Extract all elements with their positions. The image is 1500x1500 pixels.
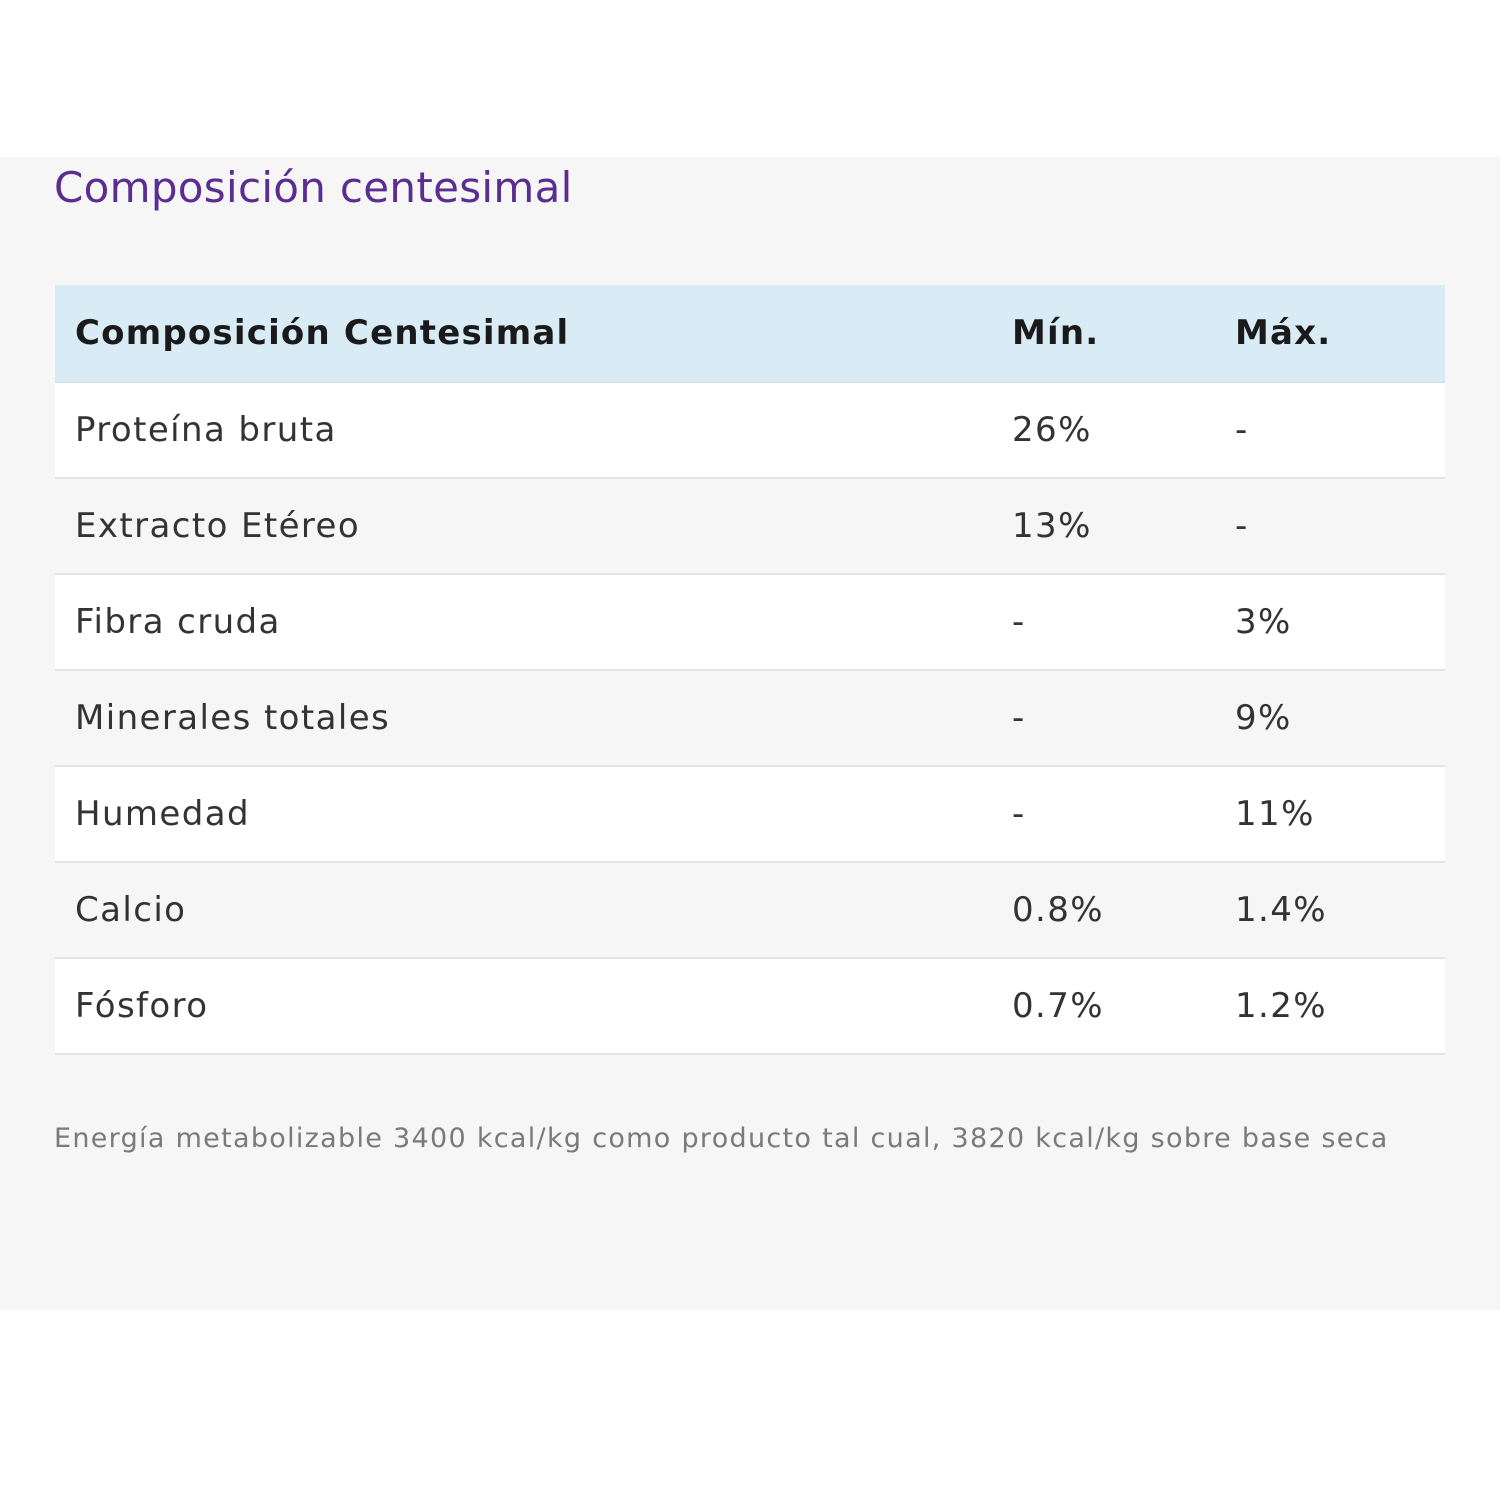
row-min-cell: 0.8% [1012,890,1104,930]
column-header-max: Máx. [1235,313,1332,353]
row-min-cell: - [1012,698,1026,738]
column-header-min: Mín. [1012,313,1100,353]
row-name-cell: Fósforo [75,986,209,1026]
table-row: Fósforo 0.7% 1.2% [55,959,1445,1055]
row-max-cell: 1.2% [1235,986,1327,1026]
row-max-cell: 9% [1235,698,1292,738]
row-max-cell: 11% [1235,794,1315,834]
row-name-cell: Fibra cruda [75,602,281,642]
row-max-cell: - [1235,506,1249,546]
table-row: Proteína bruta 26% - [55,383,1445,479]
row-min-cell: 26% [1012,410,1092,450]
table-row: Fibra cruda - 3% [55,575,1445,671]
table-row: Calcio 0.8% 1.4% [55,863,1445,959]
row-max-cell: 1.4% [1235,890,1327,930]
row-min-cell: 13% [1012,506,1092,546]
table-row: Minerales totales - 9% [55,671,1445,767]
row-name-cell: Extracto Etéreo [75,506,361,546]
energy-note: Energía metabolizable 3400 kcal/kg como … [54,1123,1389,1154]
row-min-cell: - [1012,602,1026,642]
row-min-cell: - [1012,794,1026,834]
row-min-cell: 0.7% [1012,986,1104,1026]
row-name-cell: Minerales totales [75,698,391,738]
table-row: Humedad - 11% [55,767,1445,863]
column-header-name: Composición Centesimal [75,313,570,353]
row-max-cell: 3% [1235,602,1292,642]
composition-table: Composición Centesimal Mín. Máx. Proteín… [55,285,1445,1055]
table-header-row: Composición Centesimal Mín. Máx. [55,285,1445,383]
section-title: Composición centesimal [54,163,573,212]
row-max-cell: - [1235,410,1249,450]
row-name-cell: Humedad [75,794,250,834]
row-name-cell: Proteína bruta [75,410,337,450]
row-name-cell: Calcio [75,890,187,930]
table-row: Extracto Etéreo 13% - [55,479,1445,575]
